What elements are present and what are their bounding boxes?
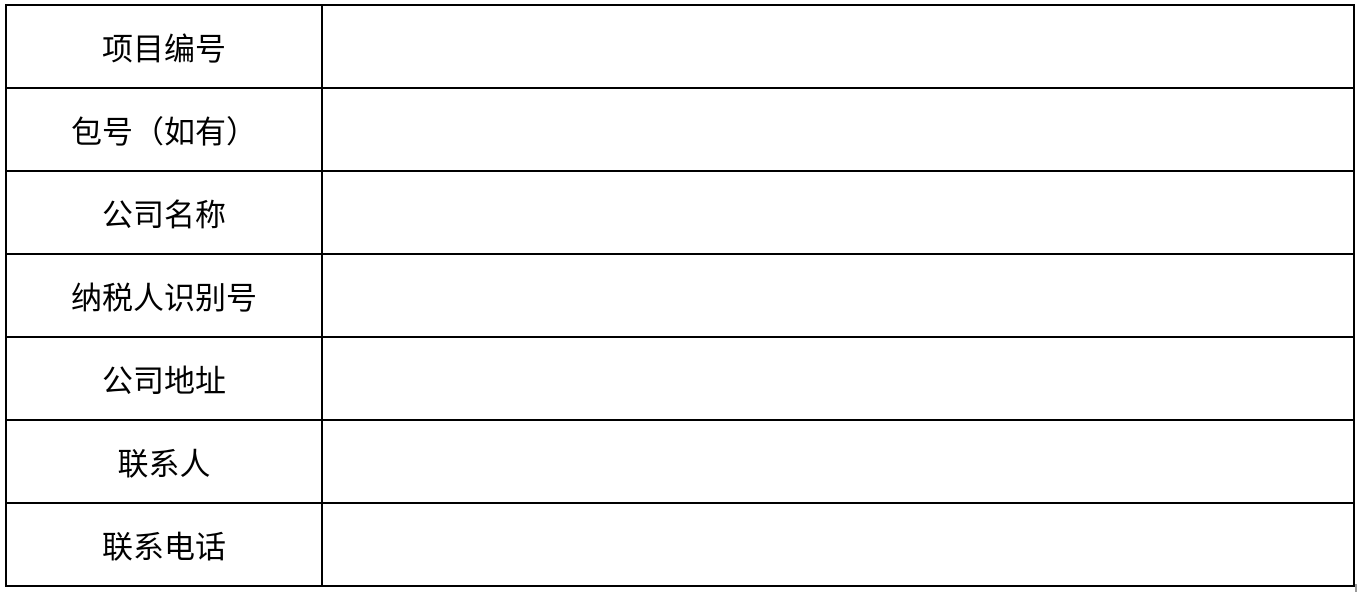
form-row: 包号（如有） bbox=[5, 87, 1355, 172]
form-row: 联系电话 bbox=[5, 502, 1355, 587]
form-row: 公司名称 bbox=[5, 170, 1355, 255]
field-label: 项目编号 bbox=[5, 4, 323, 89]
field-value-cell[interactable] bbox=[321, 419, 1355, 504]
field-label: 公司地址 bbox=[5, 336, 323, 421]
field-value-cell[interactable] bbox=[321, 170, 1355, 255]
field-value-cell[interactable] bbox=[321, 502, 1355, 587]
field-label: 公司名称 bbox=[5, 170, 323, 255]
field-value-cell[interactable] bbox=[321, 87, 1355, 172]
field-value-cell[interactable] bbox=[321, 253, 1355, 338]
cursor-mark bbox=[1355, 584, 1357, 592]
field-label: 包号（如有） bbox=[5, 87, 323, 172]
field-label: 联系人 bbox=[5, 419, 323, 504]
field-label: 纳税人识别号 bbox=[5, 253, 323, 338]
form-row: 项目编号 bbox=[5, 4, 1355, 89]
form-row: 纳税人识别号 bbox=[5, 253, 1355, 338]
form-row: 联系人 bbox=[5, 419, 1355, 504]
form-row: 公司地址 bbox=[5, 336, 1355, 421]
info-form-table: 项目编号 包号（如有） 公司名称 纳税人识别号 公司地址 联系人 联系电话 bbox=[5, 4, 1355, 587]
field-label: 联系电话 bbox=[5, 502, 323, 587]
field-value-cell[interactable] bbox=[321, 4, 1355, 89]
field-value-cell[interactable] bbox=[321, 336, 1355, 421]
